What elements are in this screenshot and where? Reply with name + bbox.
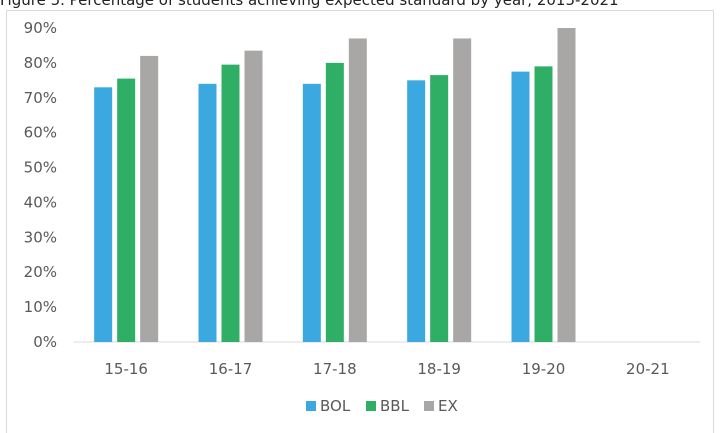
legend-swatch [306, 401, 316, 411]
bar [534, 66, 553, 342]
y-tick-label: 20% [24, 263, 57, 281]
bar [302, 83, 321, 343]
legend-swatch [366, 401, 376, 411]
legend-label: BOL [320, 397, 351, 415]
bar [325, 62, 344, 343]
bar [94, 87, 113, 342]
bar [407, 80, 426, 342]
x-tick-label: 15-16 [104, 360, 148, 378]
legend-label: BBL [380, 397, 410, 415]
bar [117, 78, 136, 342]
legend-label: EX [438, 397, 458, 415]
y-tick-label: 0% [33, 333, 57, 351]
x-tick-label: 16-17 [209, 360, 253, 378]
bar [198, 83, 217, 343]
y-tick-label: 50% [24, 159, 57, 177]
y-tick-label: 90% [24, 19, 57, 37]
x-tick-label: 18-19 [417, 360, 461, 378]
y-tick-label: 10% [24, 298, 57, 316]
bar [453, 38, 472, 342]
y-tick-label: 80% [24, 54, 57, 72]
x-tick-label: 17-18 [313, 360, 357, 378]
bar [430, 75, 449, 342]
y-tick-label: 70% [24, 89, 57, 107]
bar [348, 38, 367, 342]
y-tick-label: 30% [24, 228, 57, 246]
bar [140, 55, 159, 343]
bar [221, 64, 240, 342]
x-tick-label: 20-21 [626, 360, 670, 378]
y-tick-label: 60% [24, 124, 57, 142]
chart-caption: Figure 5. Percentage of students achievi… [0, 0, 619, 9]
legend-swatch [424, 401, 434, 411]
bar [511, 71, 530, 342]
bar [244, 50, 263, 343]
bar [557, 28, 576, 342]
y-tick-label: 40% [24, 193, 57, 211]
x-tick-label: 19-20 [522, 360, 566, 378]
